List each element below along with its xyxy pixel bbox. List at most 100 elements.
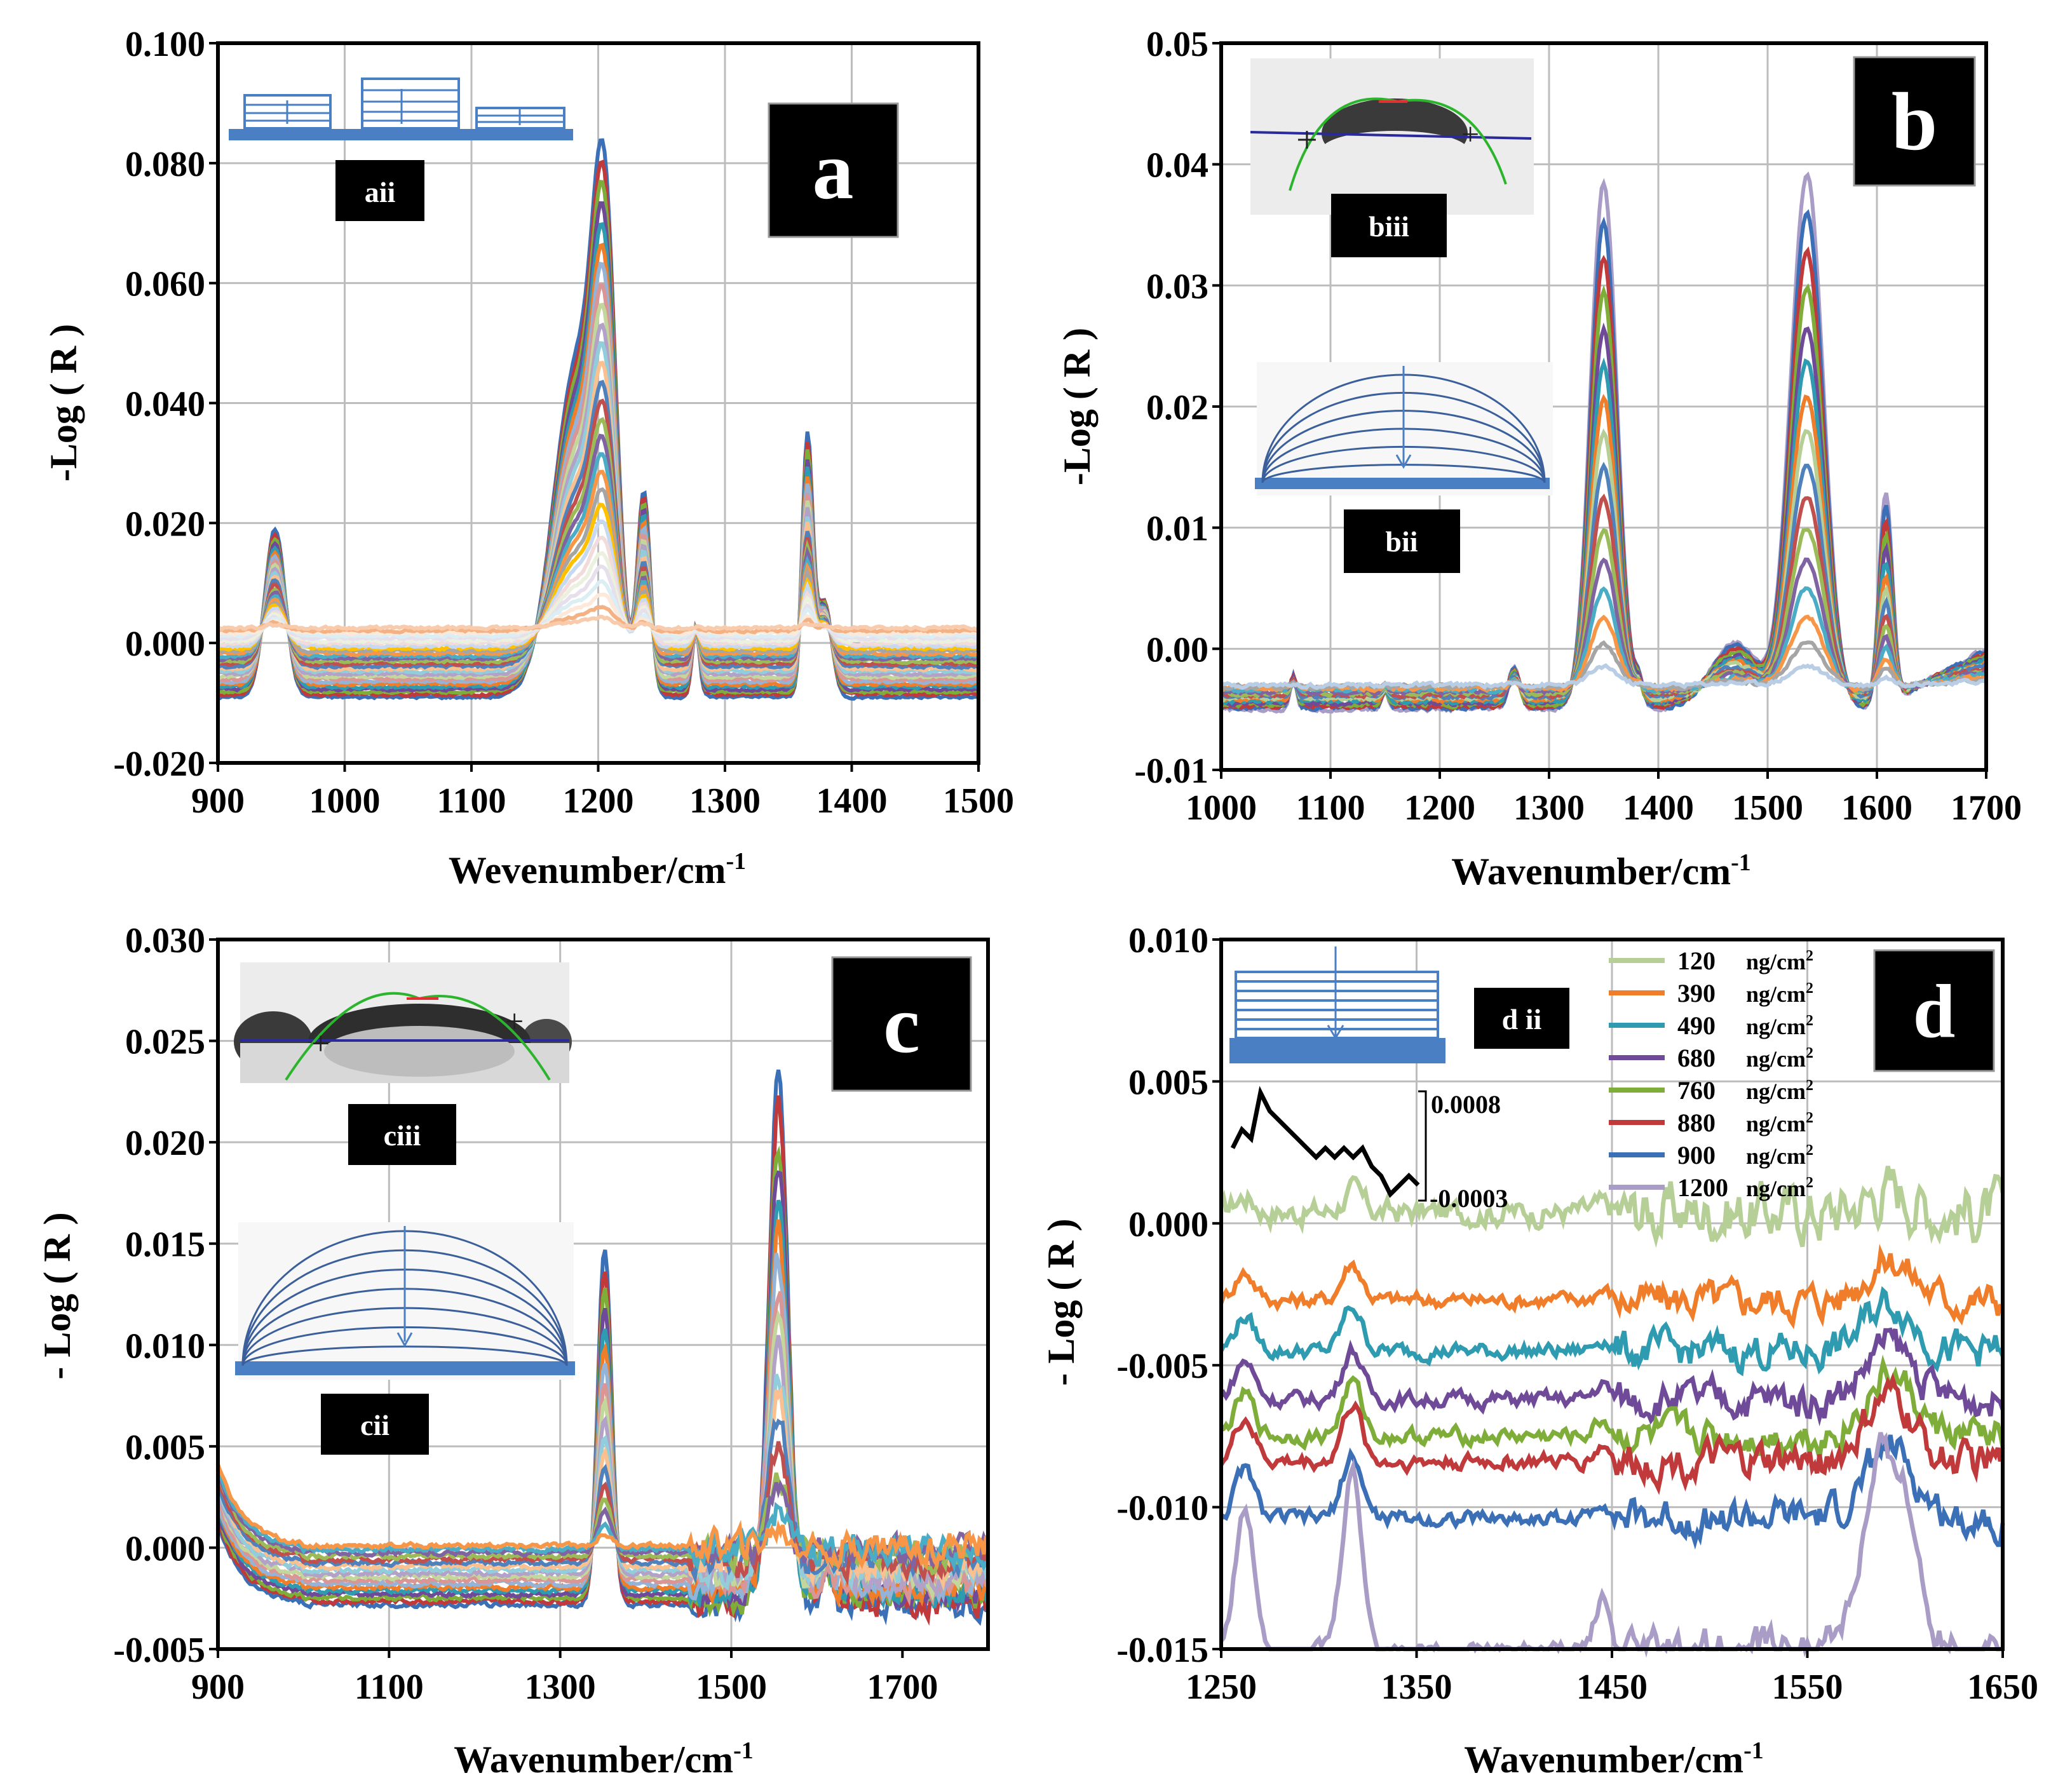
y-tick-label: 0.03 (1146, 267, 1208, 306)
series-line-16 (1219, 663, 1987, 691)
panel-d-schematic-layers (1236, 980, 1438, 1030)
x-tick-label: 900 (191, 1667, 245, 1707)
y-tick-label: -0.010 (1116, 1489, 1208, 1528)
panel-d-inset-label-box (1474, 988, 1569, 1049)
x-tick-label: 1100 (355, 1667, 424, 1707)
panel-c: -0.005 0.000 0.005 0.010 0.015 0.020 0.025 0.03… (36, 921, 990, 1781)
panel-c-label-box (831, 956, 972, 1092)
panel-b: -0.01 0.00 0.01 0.02 0.03 0.04 0.05 1000 1100 12… (1056, 25, 2022, 893)
y-tick-label: 0.005 (125, 1428, 205, 1467)
x-tick-label: 1300 (689, 781, 761, 821)
legend-value: 1200 (1677, 1173, 1728, 1202)
y-tick-label: -0.020 (113, 744, 205, 784)
series-line-7 (217, 261, 979, 685)
noise-lower-label: -0.0003 (1430, 1184, 1508, 1213)
y-tick-label: 0.080 (125, 145, 205, 184)
y-tick-label: -0.005 (1116, 1347, 1208, 1386)
x-tick-label: 1200 (563, 781, 634, 821)
legend-unit: ng/cm2 (1746, 1110, 1813, 1136)
noise-trace (1230, 1086, 1420, 1198)
panel-b-inset-label-1: biii (1369, 210, 1409, 243)
y-tick-label: 0.025 (125, 1023, 205, 1062)
y-tick-label: 0.000 (125, 624, 205, 664)
panel-b-inset-label-box-2 (1344, 509, 1460, 573)
series-line-15 (217, 417, 979, 666)
y-tick-label: 0.05 (1146, 25, 1208, 64)
panel-a-label: a (813, 125, 854, 217)
panel-d: -0.015 -0.010 -0.005 0.000 0.005 0.010 1250 13… (1040, 921, 2038, 1781)
series-line-17 (216, 1469, 989, 1573)
panel-a-label-box (768, 102, 899, 238)
panel-c-inset-label-box-1 (348, 1104, 456, 1165)
panel-c-droplet-photo: + + (234, 962, 572, 1083)
series-line-19 (217, 487, 979, 655)
y-tick-label: 0.005 (1128, 1063, 1208, 1102)
x-tick-label: 1300 (525, 1667, 596, 1707)
panel-a-x-ticks: 900 1000 1100 1200 1300 1400 1500 (191, 763, 1014, 821)
panel-a-inset-label: aii (365, 176, 396, 208)
y-tick-label: 0.00 (1146, 630, 1208, 670)
series-line-3 (216, 1145, 990, 1618)
y-tick-label: 0.02 (1146, 388, 1208, 428)
legend-value: 900 (1677, 1141, 1716, 1169)
panel-b-y-axis-label: -Log ( R ) (1056, 328, 1098, 485)
y-tick-label: -0.01 (1134, 751, 1208, 791)
legend-unit: ng/cm2 (1746, 1045, 1813, 1072)
y-tick-label: 0.010 (125, 1326, 205, 1366)
panel-b-label: b (1892, 76, 1937, 168)
series-line-880 (1219, 1372, 2005, 1495)
y-tick-label: 0.000 (1128, 1205, 1208, 1244)
noise-upper-label: 0.0008 (1431, 1090, 1501, 1119)
panel-a-inset-schematic (229, 77, 573, 140)
svg-text:+: + (311, 1026, 330, 1062)
panel-d-x-ticks: 1250 1350 1450 1550 1650 (1186, 1649, 2038, 1707)
series-line-1 (217, 138, 980, 701)
y-tick-label: 0.060 (125, 265, 205, 304)
svg-text:+: + (1296, 119, 1318, 161)
legend-value: 490 (1677, 1011, 1716, 1040)
panel-b-schematic (1255, 362, 1553, 495)
legend-value: 680 (1677, 1044, 1716, 1072)
series-line-680 (1219, 1327, 2005, 1427)
series-line-16 (217, 433, 979, 663)
series-line-18 (216, 1463, 989, 1571)
panel-d-x-axis-label: Wavenumber/cm-1 (1464, 1737, 1764, 1781)
series-line-760 (1220, 1354, 2005, 1460)
panel-c-x-ticks: 900 1100 1300 1500 1700 (191, 1649, 938, 1707)
series-line-390 (1219, 1244, 2003, 1330)
series-line-8 (217, 283, 980, 683)
x-tick-label: 1250 (1186, 1667, 1257, 1707)
x-tick-label: 1550 (1772, 1667, 1843, 1707)
panel-c-plot-frame (216, 938, 990, 1651)
series-line-16 (216, 1470, 989, 1570)
x-tick-label: 1700 (1951, 788, 2022, 828)
x-tick-label: 1700 (867, 1667, 938, 1707)
y-tick-label: 0.015 (125, 1225, 205, 1265)
y-tick-label: 0.100 (125, 25, 205, 64)
y-tick-label: 0.040 (125, 385, 205, 424)
panel-a-y-ticks: -0.020 0.000 0.020 0.040 0.060 0.080 0.100 (113, 25, 218, 784)
legend-unit: ng/cm2 (1746, 1142, 1813, 1169)
x-tick-label: 1500 (943, 781, 1014, 821)
x-tick-label: 1100 (1296, 788, 1365, 828)
legend-value: 880 (1677, 1108, 1716, 1137)
series-line-490 (1219, 1286, 2005, 1377)
x-tick-label: 1300 (1513, 788, 1585, 828)
x-tick-label: 1350 (1381, 1667, 1452, 1707)
legend-unit: ng/cm2 (1746, 1175, 1813, 1201)
x-tick-label: 1000 (1186, 788, 1257, 828)
panel-c-y-axis-label: - Log ( R ) (36, 1212, 78, 1379)
legend-unit: ng/cm2 (1746, 948, 1813, 974)
panel-b-y-ticks: -0.01 0.00 0.01 0.02 0.03 0.04 0.05 (1134, 25, 1221, 791)
y-tick-label: 0.020 (125, 1124, 205, 1163)
panel-c-schematic (235, 1222, 575, 1380)
panel-c-inset-label-2: cii (360, 1409, 389, 1441)
x-tick-label: 900 (191, 781, 245, 821)
panel-b-series (1219, 171, 1988, 714)
panel-d-inset-label: d ii (1502, 1003, 1542, 1035)
x-tick-label: 1400 (1623, 788, 1694, 828)
panel-c-label: c (883, 979, 920, 1070)
panel-b-label-box (1853, 56, 1976, 187)
x-tick-label: 1500 (1732, 788, 1803, 828)
